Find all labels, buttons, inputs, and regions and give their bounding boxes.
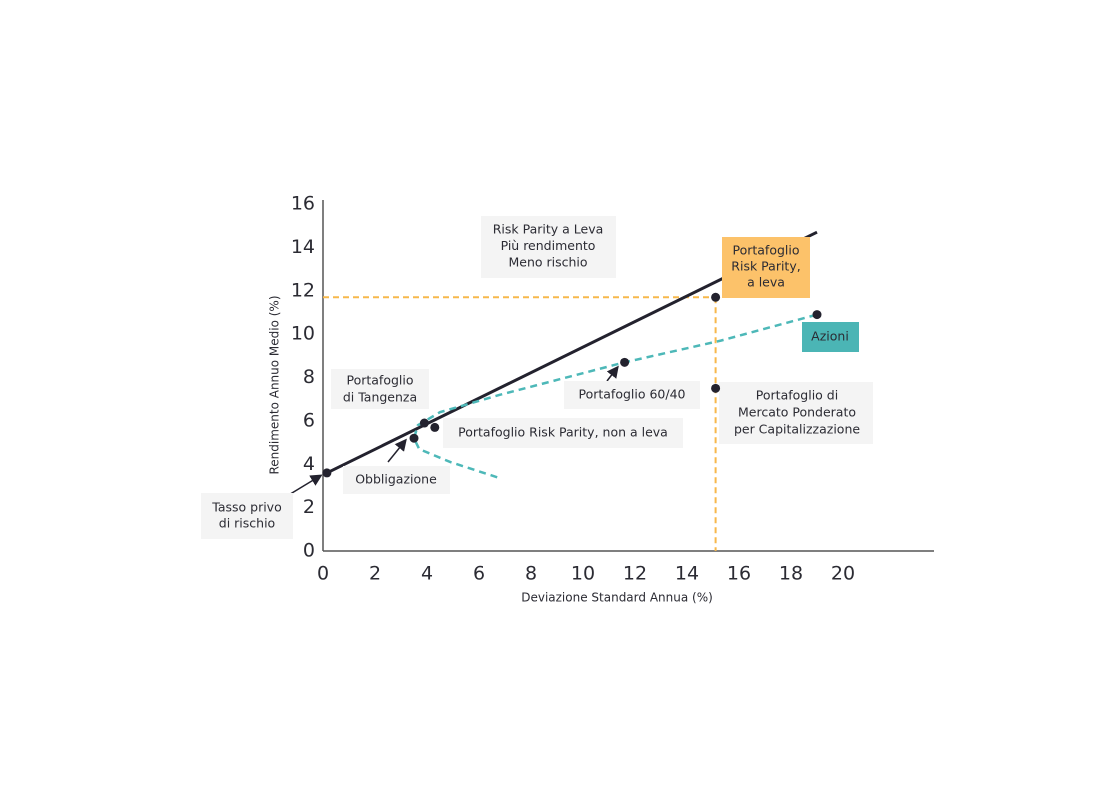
- x-tick-label: 20: [831, 563, 855, 585]
- y-tick-label: 10: [291, 323, 315, 345]
- arrow: [387, 438, 407, 463]
- data-point: [419, 418, 429, 428]
- y-tick-label: 4: [303, 453, 315, 475]
- label-text: Portafoglio: [732, 243, 799, 258]
- data-point: [711, 383, 721, 393]
- label-text: Meno rischio: [508, 255, 587, 270]
- label-text: di rischio: [219, 516, 275, 531]
- label-text: a leva: [747, 275, 785, 290]
- x-tick-label: 14: [675, 563, 699, 585]
- arrow: [286, 474, 323, 497]
- x-tick-label: 18: [779, 563, 803, 585]
- label-box: [343, 466, 450, 494]
- data-point: [430, 422, 440, 432]
- label-text: Risk Parity a Leva: [493, 222, 604, 237]
- label-box: [802, 322, 859, 352]
- y-tick-label: 6: [303, 409, 315, 431]
- label-text: Più rendimento: [501, 238, 596, 253]
- y-tick-label: 12: [291, 279, 315, 301]
- x-tick-label: 6: [473, 563, 485, 585]
- y-tick-label: 8: [303, 366, 315, 388]
- label-text: Risk Parity,: [731, 259, 800, 274]
- label-text: Portafoglio 60/40: [578, 387, 685, 402]
- data-point: [812, 310, 822, 320]
- label-text: Portafoglio di: [756, 388, 838, 403]
- data-point: [322, 468, 332, 478]
- x-tick-label: 8: [525, 563, 537, 585]
- x-tick-label: 10: [571, 563, 595, 585]
- label-text: Portafoglio: [346, 373, 413, 388]
- label-text: per Capitalizzazione: [734, 422, 860, 437]
- label-box: [331, 369, 429, 409]
- y-tick-label: 2: [303, 496, 315, 518]
- x-tick-label: 12: [623, 563, 647, 585]
- label-text: Obbligazione: [355, 472, 437, 487]
- x-axis-label: Deviazione Standard Annua (%): [521, 591, 713, 605]
- data-point: [409, 433, 419, 443]
- y-tick-label: 0: [303, 540, 315, 562]
- label-box: [481, 216, 616, 278]
- label-box: [722, 237, 810, 298]
- y-tick-label: 14: [291, 236, 315, 258]
- label-text: di Tangenza: [343, 390, 417, 405]
- x-tick-label: 2: [369, 563, 381, 585]
- label-box: [564, 381, 700, 409]
- y-axis-label: Rendimento Annuo Medio (%): [268, 295, 282, 474]
- data-point: [711, 292, 721, 302]
- label-text: Portafoglio Risk Parity, non a leva: [458, 425, 668, 440]
- label-box: [201, 493, 293, 539]
- label-box: [443, 418, 683, 448]
- arrow: [606, 365, 619, 382]
- frontier-line: [412, 313, 818, 479]
- label-box: [719, 382, 873, 444]
- data-point: [620, 357, 630, 367]
- label-text: Azioni: [811, 329, 849, 344]
- x-tick-label: 4: [421, 563, 433, 585]
- label-text: Tasso privo: [211, 500, 281, 515]
- y-tick-label: 16: [291, 193, 315, 215]
- x-tick-label: 0: [317, 563, 329, 585]
- label-text: Mercato Ponderato: [738, 405, 856, 420]
- x-tick-label: 16: [727, 563, 751, 585]
